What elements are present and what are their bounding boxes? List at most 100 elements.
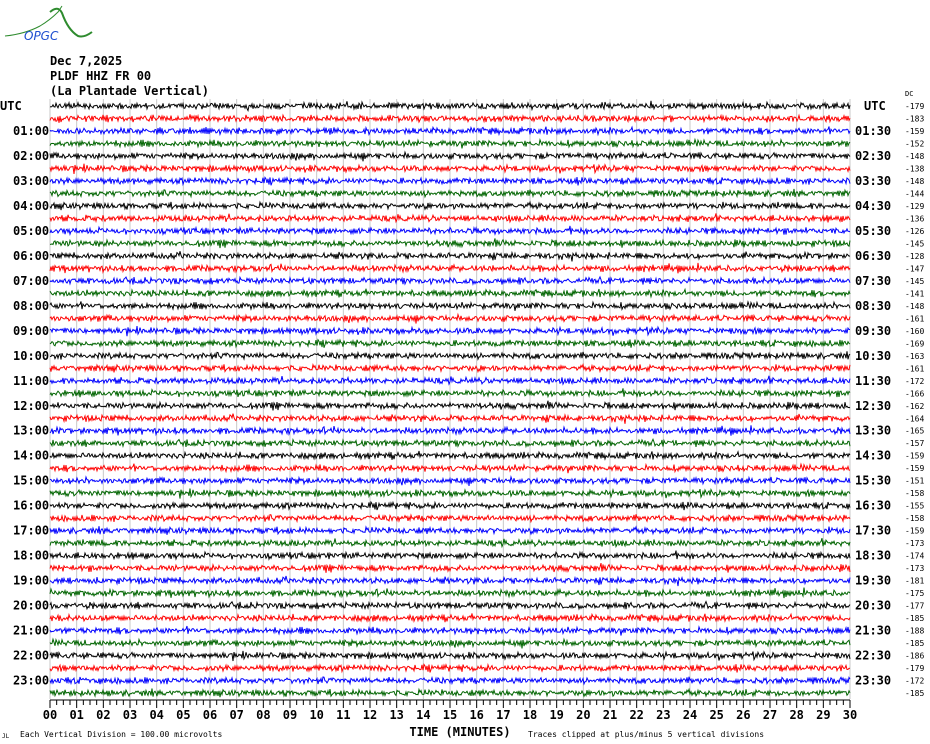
hour-label: 07:00 <box>13 274 49 288</box>
trace-offset-label: -161 <box>905 364 924 373</box>
trace-offset-label: -185 <box>905 639 924 648</box>
seismic-trace <box>49 175 851 187</box>
trace-offset-label: -159 <box>905 127 924 136</box>
x-tick-label: 16 <box>469 708 483 722</box>
hour-label: 23:00 <box>13 674 49 688</box>
seismic-trace <box>49 188 851 199</box>
x-axis-title: TIME (MINUTES) <box>409 725 510 739</box>
trace-offset-label: -181 <box>905 577 924 586</box>
x-tick-label: 03 <box>123 708 137 722</box>
clip-note: Traces clipped at plus/minus 5 vertical … <box>528 730 764 739</box>
trace-offset-label: -163 <box>905 352 924 361</box>
x-tick-label: 27 <box>763 708 777 722</box>
trace-offset-label: -173 <box>905 564 924 573</box>
x-tick-label: 04 <box>149 708 163 722</box>
trace-offset-label: -175 <box>905 589 924 598</box>
seismic-trace <box>49 375 851 386</box>
x-tick-label: 07 <box>229 708 243 722</box>
seismic-trace <box>49 275 851 286</box>
seismic-trace <box>49 475 851 487</box>
trace-offset-label: -148 <box>905 302 924 311</box>
x-tick-label: 00 <box>43 708 57 722</box>
seismic-trace <box>49 575 851 587</box>
seismic-trace <box>49 487 851 500</box>
trace-offset-label: -159 <box>905 527 924 536</box>
seismic-trace <box>49 200 851 211</box>
hour-label: 11:00 <box>13 374 49 388</box>
half-hour-label: 06:30 <box>855 249 891 263</box>
logo-mountain <box>49 7 93 38</box>
x-tick-label: 10 <box>309 708 323 722</box>
half-hour-label: 05:30 <box>855 224 891 238</box>
x-tick-label: 22 <box>629 708 643 722</box>
seismic-trace <box>49 650 851 662</box>
trace-offset-label: -183 <box>905 114 924 123</box>
seismic-trace <box>49 363 851 374</box>
hour-label: 09:00 <box>13 324 49 338</box>
half-hour-label: 12:30 <box>855 399 891 413</box>
x-tick-label: 09 <box>283 708 297 722</box>
seismic-trace <box>49 113 851 124</box>
trace-offset-label: -169 <box>905 339 924 348</box>
x-tick-label: 25 <box>709 708 723 722</box>
hour-label: 03:00 <box>13 174 49 188</box>
seismic-trace <box>49 287 851 299</box>
hour-label: 02:00 <box>13 149 49 163</box>
trace-offset-label: -173 <box>905 539 924 548</box>
x-tick-label: 01 <box>69 708 83 722</box>
x-tick-label: 05 <box>176 708 190 722</box>
seismic-trace <box>49 388 851 399</box>
trace-offset-label: -126 <box>905 227 924 236</box>
trace-offset-label: -147 <box>905 264 924 273</box>
seismic-trace <box>49 312 851 324</box>
seismic-trace <box>49 100 851 112</box>
x-tick-label: 24 <box>683 708 697 722</box>
logo-mountain <box>4 5 63 37</box>
scale-note: Each Vertical Division = 100.00 microvol… <box>20 730 222 739</box>
seismic-trace <box>49 538 851 549</box>
half-hour-label: 10:30 <box>855 349 891 363</box>
x-tick-label: 17 <box>496 708 510 722</box>
trace-offset-label: -128 <box>905 252 924 261</box>
seismic-trace <box>49 338 851 349</box>
half-hour-label: 13:30 <box>855 424 891 438</box>
seismic-trace <box>49 676 851 686</box>
seismic-trace <box>49 137 851 149</box>
hour-label: 14:00 <box>13 449 49 463</box>
trace-offset-label: -141 <box>905 289 924 298</box>
half-hour-label: 04:30 <box>855 199 891 213</box>
x-tick-label: 13 <box>389 708 403 722</box>
left-utc-title: UTC <box>0 99 22 113</box>
trace-offset-label: -158 <box>905 514 924 523</box>
half-hour-label: 16:30 <box>855 499 891 513</box>
hour-label: 22:00 <box>13 649 49 663</box>
hour-label: 16:00 <box>13 499 49 513</box>
half-hour-label: 01:30 <box>855 124 891 138</box>
x-tick-label: 19 <box>549 708 563 722</box>
x-tick-label: 02 <box>96 708 110 722</box>
trace-offset-label: -136 <box>905 214 924 223</box>
trace-offset-label: -166 <box>905 389 924 398</box>
hour-label: 01:00 <box>13 124 49 138</box>
x-tick-label: 18 <box>523 708 537 722</box>
station-description: (La Plantade Vertical) <box>50 84 209 98</box>
trace-offset-label: -177 <box>905 602 924 611</box>
seismic-trace <box>49 687 851 698</box>
trace-offset-label: -174 <box>905 552 924 561</box>
logo-text: OPGC <box>24 29 59 43</box>
hour-label: 10:00 <box>13 349 49 363</box>
trace-offset-label: -159 <box>905 464 924 473</box>
seismic-trace <box>49 462 851 474</box>
seismic-trace <box>49 225 851 237</box>
seismic-trace <box>49 513 851 524</box>
half-hour-label: 08:30 <box>855 299 891 313</box>
seismic-trace <box>49 562 851 574</box>
trace-offset-label: -164 <box>905 414 924 423</box>
seismic-trace <box>49 600 851 611</box>
hour-label: 04:00 <box>13 199 49 213</box>
seismic-trace <box>49 250 851 262</box>
x-tick-label: 20 <box>576 708 590 722</box>
right-utc-title: UTC <box>864 99 886 113</box>
trace-offset-label: -179 <box>905 664 924 673</box>
